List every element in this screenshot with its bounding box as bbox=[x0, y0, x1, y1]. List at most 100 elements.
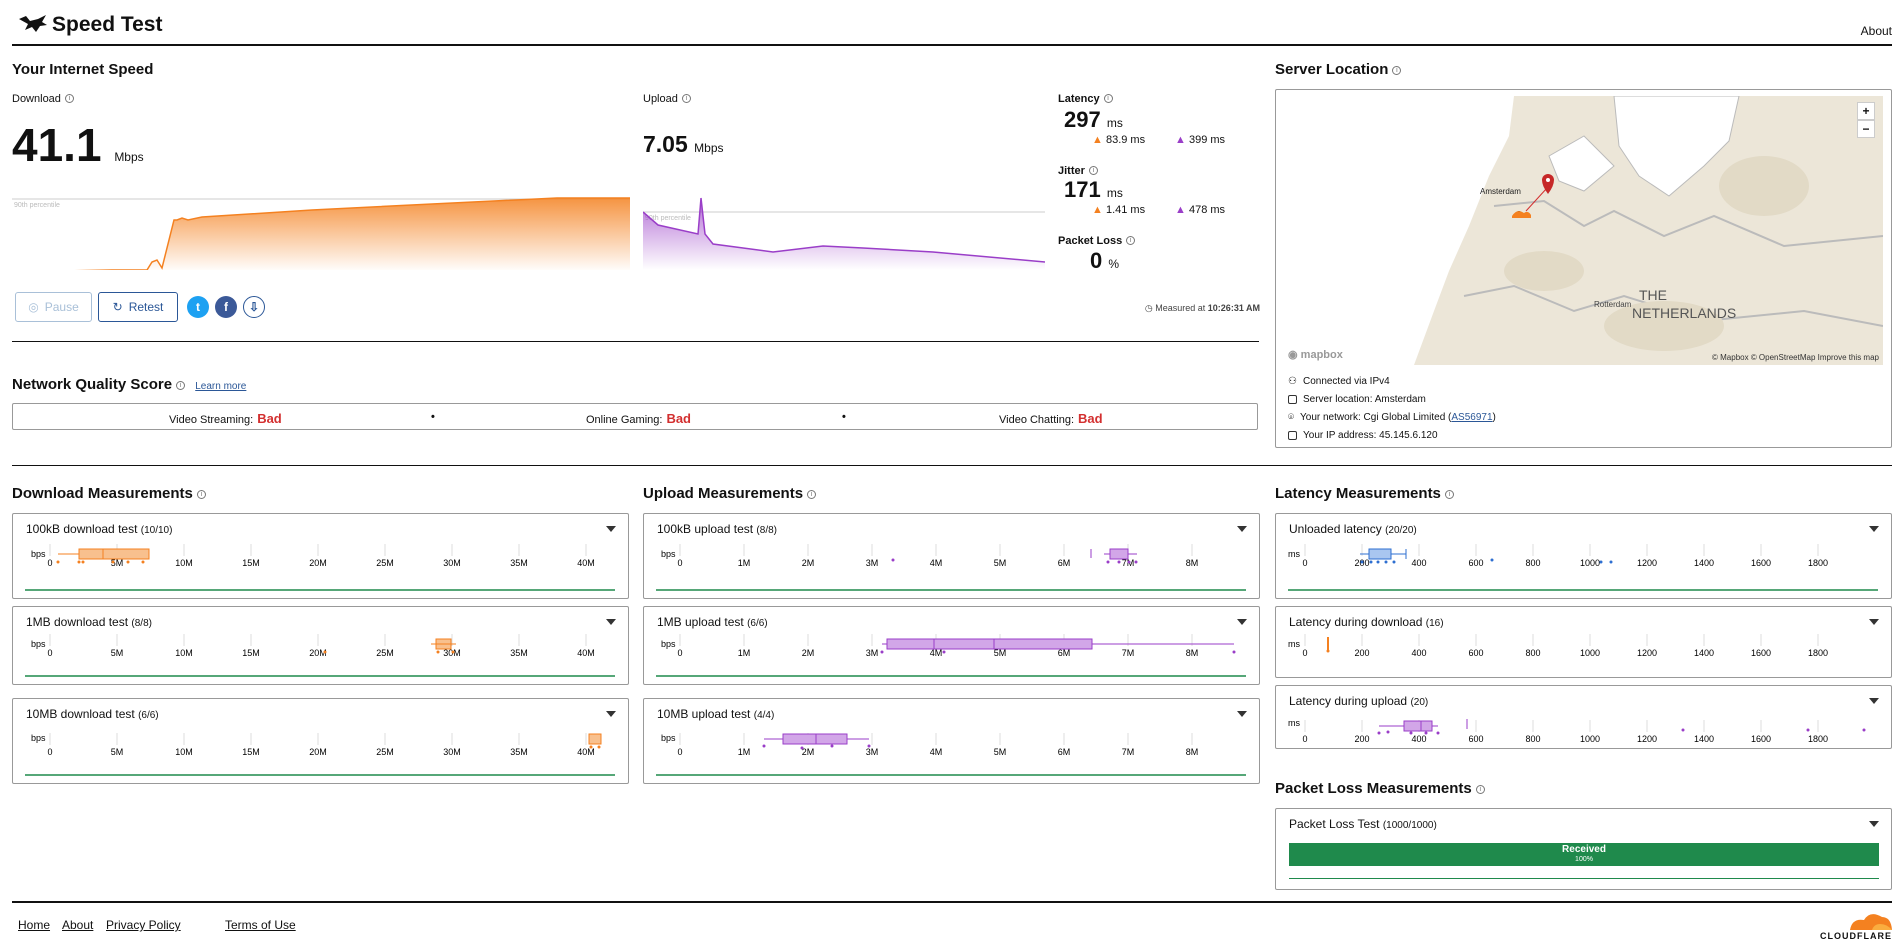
tick-label: 3M bbox=[866, 648, 879, 658]
as-link[interactable]: AS56971 bbox=[1451, 412, 1493, 423]
tick-label: 1400 bbox=[1694, 558, 1714, 568]
upload-test-card-1mb[interactable]: 1MB upload test (6/6) bps 0 1M 2M 3M 4M 5M 6M 7… bbox=[643, 606, 1260, 685]
chevron-down-icon[interactable] bbox=[1237, 619, 1247, 625]
chevron-down-icon[interactable] bbox=[1869, 821, 1879, 827]
percentile-label: 90th percentile bbox=[645, 215, 691, 222]
packet-loss-label: Packet Loss i bbox=[1058, 235, 1136, 247]
download-icon[interactable]: ⇩ bbox=[243, 296, 265, 318]
download-arrow-icon: ▲ bbox=[1092, 134, 1103, 146]
info-icon[interactable]: i bbox=[196, 490, 206, 499]
tick-label: 1800 bbox=[1808, 558, 1828, 568]
chevron-down-icon[interactable] bbox=[606, 526, 616, 532]
tick-label: 40M bbox=[577, 558, 595, 568]
download-test-card-10mb[interactable]: 10MB download test (6/6) bps 0 5M 10M 15M 20… bbox=[12, 698, 629, 784]
mapbox-icon: ◉ bbox=[1288, 349, 1298, 361]
info-icon[interactable]: i bbox=[1392, 66, 1402, 75]
chevron-down-icon[interactable] bbox=[1237, 711, 1247, 717]
upload-test-card-10mb[interactable]: 10MB upload test (4/4) bps 0 1M 2M 3M 4M 5M 6M… bbox=[643, 698, 1260, 784]
divider bbox=[12, 465, 1892, 466]
latency-during-upload-card[interactable]: Latency during upload (20) ms 0 200 400 600… bbox=[1275, 685, 1892, 749]
tick-label: 20M bbox=[309, 747, 327, 757]
footer-privacy-link[interactable]: Privacy Policy bbox=[106, 918, 181, 932]
chevron-down-icon[interactable] bbox=[1869, 698, 1879, 704]
nqs-online-gaming: Online Gaming: Bad bbox=[586, 411, 691, 426]
rabbit-logo-icon bbox=[19, 15, 47, 32]
info-icon[interactable]: i bbox=[1103, 94, 1113, 103]
tick-label: 30M bbox=[443, 747, 461, 757]
info-icon[interactable]: i bbox=[176, 381, 186, 390]
jitter-label: Jitter i bbox=[1058, 165, 1098, 177]
download-arrow-icon: ▲ bbox=[1092, 204, 1103, 216]
received-bar: Received 100% bbox=[1289, 843, 1879, 866]
svg-text:Amsterdam: Amsterdam bbox=[1480, 187, 1521, 196]
svg-text:bps: bps bbox=[661, 639, 676, 649]
about-link[interactable]: About bbox=[1860, 24, 1892, 38]
upload-speed: 7.05 Mbps bbox=[643, 131, 724, 157]
tick-label: 1600 bbox=[1751, 648, 1771, 658]
zoom-out-button[interactable]: − bbox=[1857, 120, 1875, 138]
footer-terms-link[interactable]: Terms of Use bbox=[225, 918, 296, 932]
tick-label: 1400 bbox=[1694, 648, 1714, 658]
info-icon[interactable]: i bbox=[1475, 785, 1485, 794]
info-icon[interactable]: i bbox=[1088, 166, 1098, 175]
tick-label: 1M bbox=[738, 558, 751, 568]
svg-text:bps: bps bbox=[31, 639, 46, 649]
server-map[interactable]: Amsterdam Rotterdam THE NETHERLANDS + − … bbox=[1284, 96, 1883, 365]
location-pin-icon: ⌾ bbox=[1288, 412, 1294, 423]
tick-label: 2M bbox=[802, 747, 815, 757]
unloaded-latency-card[interactable]: Unloaded latency (20/20) ms 020040060080… bbox=[1275, 513, 1892, 599]
info-icon[interactable]: i bbox=[1126, 236, 1136, 245]
ip-row: Your IP address: 45.145.6.120 bbox=[1288, 430, 1438, 441]
clock-icon: ◷ bbox=[1144, 303, 1153, 313]
tick-label: 35M bbox=[510, 747, 528, 757]
pause-button[interactable]: ◎ Pause bbox=[15, 292, 92, 322]
chevron-down-icon[interactable] bbox=[606, 619, 616, 625]
test-title: Latency during upload (20) bbox=[1289, 694, 1429, 708]
tick-label: 6M bbox=[1058, 558, 1071, 568]
chevron-down-icon[interactable] bbox=[1869, 619, 1879, 625]
tick-label: 5M bbox=[111, 648, 124, 658]
footer-about-link[interactable]: About bbox=[62, 918, 94, 932]
latency-download: ▲ 83.9 ms bbox=[1092, 134, 1146, 146]
download-test-card-100kb[interactable]: 100kB download test (10/10) bps 0 5M 10M 15… bbox=[12, 513, 629, 599]
tick-label: 15M bbox=[242, 558, 260, 568]
retest-button[interactable]: ↻ Retest bbox=[98, 292, 178, 322]
box-plot: bps 0 1M 2M 3M 4M 5M 6M 7M 8M bbox=[656, 733, 1246, 776]
info-icon[interactable]: i bbox=[807, 490, 817, 499]
upload-unit: Mbps bbox=[694, 141, 724, 155]
tick-label: 1200 bbox=[1637, 648, 1657, 658]
footer-home-link[interactable]: Home bbox=[18, 918, 51, 932]
download-test-card-1mb[interactable]: 1MB download test (8/8) bps 0 5M 10M 15M 20M… bbox=[12, 606, 629, 685]
twitter-icon[interactable]: t bbox=[187, 296, 209, 318]
latency-value: 297 ms bbox=[1064, 107, 1123, 132]
facebook-icon[interactable]: f bbox=[215, 296, 237, 318]
tick-label: 1200 bbox=[1637, 558, 1657, 568]
upload-test-card-100kb[interactable]: 100kB upload test (8/8) bps 0 1M 2M 3M 4M 5M 6… bbox=[643, 513, 1260, 599]
packet-loss-test-card[interactable]: Packet Loss Test (1000/1000) Received 10… bbox=[1275, 808, 1892, 890]
tick-label: 20M bbox=[309, 648, 327, 658]
test-title: 1MB download test (8/8) bbox=[26, 615, 152, 629]
internet-speed-title: Your Internet Speed bbox=[12, 61, 154, 78]
zoom-in-button[interactable]: + bbox=[1857, 102, 1875, 120]
info-icon[interactable]: i bbox=[1444, 490, 1454, 499]
test-title: 1MB upload test (6/6) bbox=[657, 615, 768, 629]
packet-loss-value: 0 % bbox=[1090, 248, 1120, 273]
tick-label: 4M bbox=[930, 747, 943, 757]
info-icon[interactable]: i bbox=[681, 94, 691, 103]
latency-during-download-card[interactable]: Latency during download (16) ms 0 200 400 6… bbox=[1275, 606, 1892, 678]
tick-label: 600 bbox=[1468, 734, 1483, 744]
tick-label: 25M bbox=[376, 648, 394, 658]
tick-label: 8M bbox=[1186, 648, 1199, 658]
map-attribution[interactable]: © Mapbox © OpenStreetMap Improve this ma… bbox=[1712, 353, 1879, 362]
chevron-down-icon[interactable] bbox=[1869, 526, 1879, 532]
tick-label: 1600 bbox=[1751, 734, 1771, 744]
pause-icon: ◎ bbox=[28, 300, 39, 314]
tick-label: 0 bbox=[47, 558, 52, 568]
info-icon[interactable]: i bbox=[64, 94, 74, 103]
svg-text:bps: bps bbox=[661, 549, 676, 559]
chevron-down-icon[interactable] bbox=[606, 711, 616, 717]
learn-more-link[interactable]: Learn more bbox=[195, 381, 247, 392]
chevron-down-icon[interactable] bbox=[1237, 526, 1247, 532]
